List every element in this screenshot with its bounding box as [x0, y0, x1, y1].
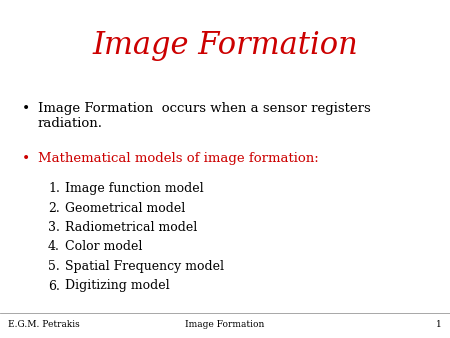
Text: Color model: Color model: [65, 241, 142, 254]
Text: •: •: [22, 152, 30, 166]
Text: 2.: 2.: [48, 201, 60, 215]
Text: Spatial Frequency model: Spatial Frequency model: [65, 260, 224, 273]
Text: 4.: 4.: [48, 241, 60, 254]
Text: Image function model: Image function model: [65, 182, 203, 195]
Text: Digitizing model: Digitizing model: [65, 280, 170, 292]
Text: 1: 1: [436, 320, 442, 329]
Text: Image Formation: Image Formation: [185, 320, 265, 329]
Text: Mathematical models of image formation:: Mathematical models of image formation:: [38, 152, 319, 165]
Text: 3.: 3.: [48, 221, 60, 234]
Text: 5.: 5.: [48, 260, 60, 273]
Text: Radiometrical model: Radiometrical model: [65, 221, 197, 234]
Text: 6.: 6.: [48, 280, 60, 292]
Text: •: •: [22, 102, 30, 116]
Text: 1.: 1.: [48, 182, 60, 195]
Text: E.G.M. Petrakis: E.G.M. Petrakis: [8, 320, 80, 329]
Text: Image Formation  occurs when a sensor registers
radiation.: Image Formation occurs when a sensor reg…: [38, 102, 371, 130]
Text: Geometrical model: Geometrical model: [65, 201, 185, 215]
Text: Image Formation: Image Formation: [92, 30, 358, 61]
